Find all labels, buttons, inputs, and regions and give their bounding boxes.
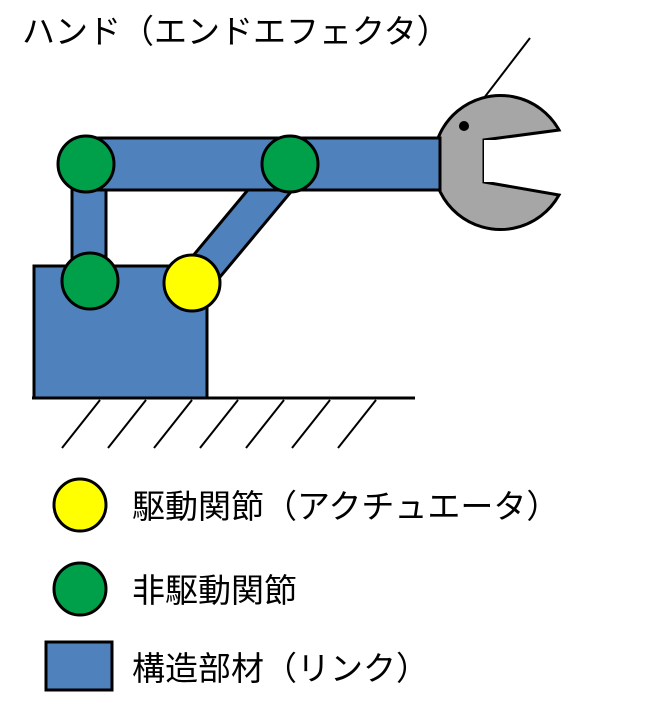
legend-actuator-swatch [52,477,108,533]
ground-hatching [32,396,415,449]
actuator-joint-base [162,253,222,313]
legend-passive-swatch [52,561,108,617]
legend-structure-swatch [44,640,114,692]
passive-joint-base [60,251,120,311]
legend-passive-label: 非駆動関節 [132,571,297,610]
hand-jaw-gap [484,140,564,182]
passive-joint-top-middle [260,134,320,194]
passive-joint-top-left [56,134,116,194]
legend-actuator-label: 駆動関節（アクチュエータ） [132,487,559,526]
hand-label: ハンド（エンドエフェクタ） [22,12,450,51]
legend-structure-label: 構造部材（リンク） [132,649,429,688]
legend: 駆動関節（アクチュエータ） 非駆動関節 構造部材（リンク） [44,477,559,692]
hand-pointer-dot [459,121,469,131]
